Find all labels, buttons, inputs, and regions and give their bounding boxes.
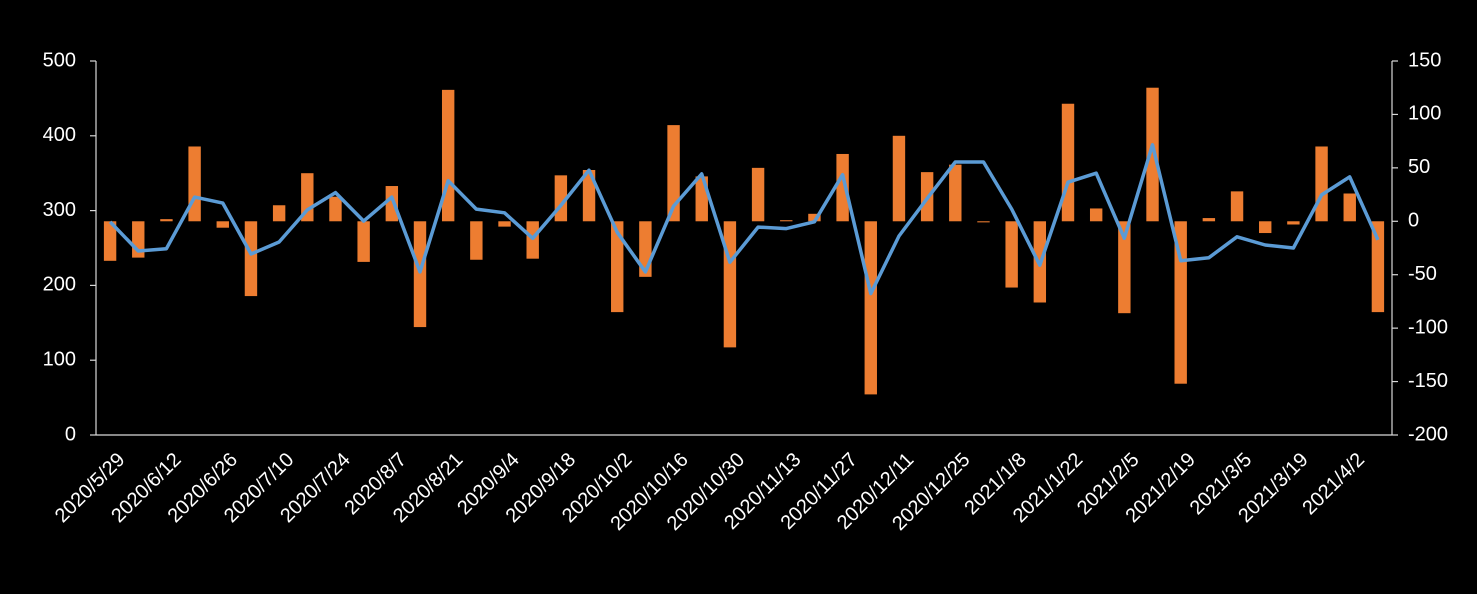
y-tick-label: 500 <box>43 49 76 71</box>
y2-tick-label: 150 <box>1408 49 1441 71</box>
bar <box>1343 193 1356 222</box>
bar <box>864 221 877 395</box>
bar <box>1005 221 1018 288</box>
bar <box>1202 218 1216 222</box>
y2-tick-label: -50 <box>1408 263 1437 285</box>
bar <box>1089 208 1103 222</box>
bar <box>1259 221 1272 234</box>
bar <box>1371 221 1385 313</box>
bar <box>160 219 173 222</box>
y-tick-label: 100 <box>43 348 76 370</box>
bar <box>441 89 455 222</box>
bar <box>667 125 680 222</box>
bar <box>188 146 201 222</box>
y2-tick-label: 100 <box>1408 103 1441 125</box>
bar <box>892 135 906 222</box>
bar <box>413 221 427 328</box>
y-tick-label: 200 <box>43 274 76 296</box>
bar <box>498 221 511 227</box>
bar <box>216 221 229 228</box>
bar <box>582 169 596 222</box>
y-tick-label: 0 <box>65 423 76 445</box>
bar <box>1061 103 1075 222</box>
bar <box>357 221 370 262</box>
y-tick-label: 400 <box>43 124 76 146</box>
bar <box>1230 191 1244 222</box>
bar <box>1287 221 1300 225</box>
bar <box>103 221 117 261</box>
bar <box>751 167 765 222</box>
bar <box>949 164 962 222</box>
bar <box>385 186 399 222</box>
bar <box>272 205 286 222</box>
bar <box>723 221 737 348</box>
bar <box>611 221 624 313</box>
y2-tick-label: 0 <box>1408 210 1419 232</box>
y-tick-label: 300 <box>43 199 76 221</box>
bar <box>244 221 258 297</box>
line <box>108 143 1380 296</box>
bar <box>780 220 793 222</box>
y2-tick-label: -100 <box>1408 316 1448 338</box>
bar <box>1146 87 1159 222</box>
y2-tick-label: -150 <box>1408 370 1448 392</box>
bar <box>808 213 821 222</box>
bar <box>470 221 483 260</box>
y2-tick-label: -200 <box>1408 423 1448 445</box>
x-tick-label: 2021/4/2 <box>1298 449 1369 520</box>
bar <box>329 196 342 222</box>
bar <box>1315 146 1328 222</box>
y2-tick-label: 50 <box>1408 156 1430 178</box>
bar <box>977 221 990 223</box>
bar <box>1118 221 1131 314</box>
bar <box>836 153 849 222</box>
